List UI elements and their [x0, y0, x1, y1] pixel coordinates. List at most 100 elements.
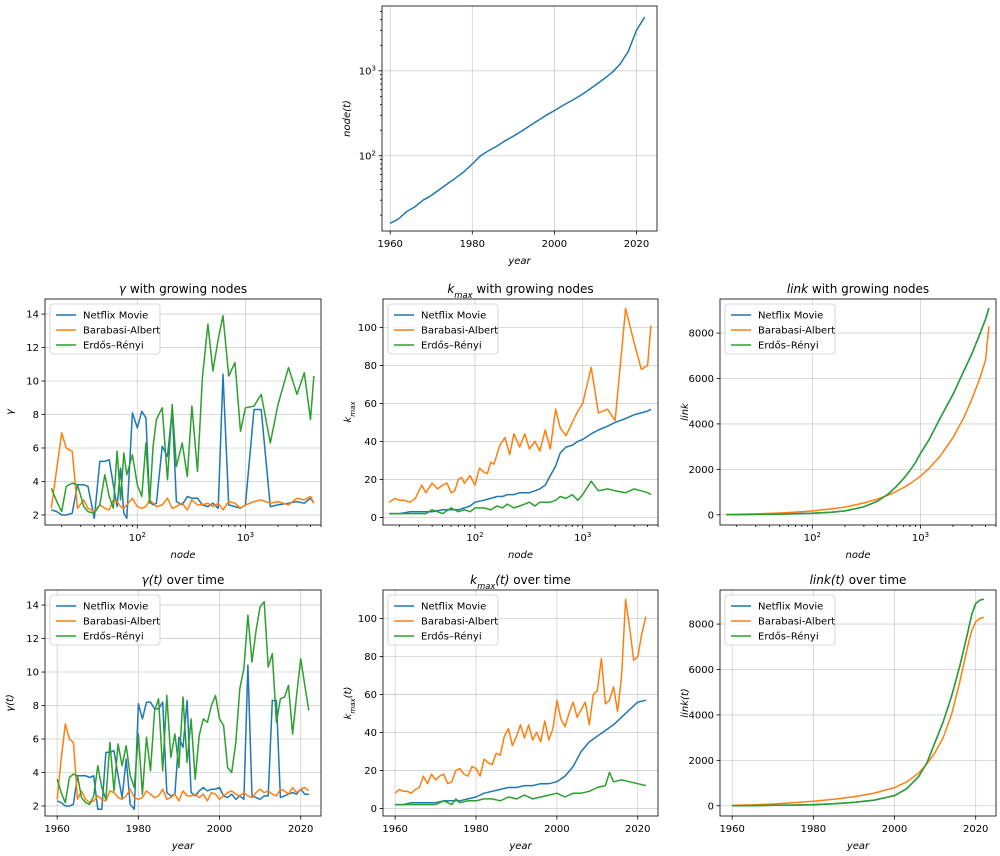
y-tick-label: 60 [364, 690, 377, 701]
y-tick-label: 12 [26, 634, 39, 645]
y-tick-label: 4000 [689, 419, 714, 430]
x-tick-base: 10 [912, 533, 925, 544]
chart-title: link(t) over time [810, 573, 907, 587]
legend: Netflix Movie Barabasi-Albert Erdős–Rényi [724, 594, 836, 646]
x-tick-label: 2020 [624, 239, 649, 250]
y-tick-label: 6000 [689, 374, 714, 385]
x-tick-label: 102 [129, 531, 146, 544]
y-tick-label: 100 [358, 614, 377, 625]
y-tick-label: 6 [33, 734, 39, 745]
y-tick-label: 2000 [689, 465, 714, 476]
x-tick-label: 1980 [463, 824, 488, 835]
legend-label: Barabasi-Albert [758, 617, 835, 628]
x-tick-label: 103 [912, 531, 929, 544]
y-tick-label: 103 [359, 64, 376, 77]
y-tick-label: 40 [364, 437, 377, 448]
series-line-erd-s-r-nyi [56, 600, 310, 806]
x-tick-label: 1960 [719, 824, 744, 835]
y-tick-exp: 2 [372, 149, 376, 157]
y-tick-label: 8000 [689, 620, 714, 631]
x-tick-label: 1980 [801, 824, 826, 835]
series-line-barabasi-albert [56, 723, 310, 804]
y-axis-label: link [680, 402, 691, 421]
series-line-netflix [389, 16, 646, 224]
legend-label: Erdős–Rényi [421, 340, 482, 352]
plot-frame [382, 298, 659, 526]
chart-kmax-t: 1960 1980 2000 2020 0 20 40 60 80 100 kmax(t) over… [343, 573, 659, 852]
y-tick-base: 10 [359, 151, 372, 162]
chart-title: link with growing nodes [787, 282, 929, 296]
x-tick-label: 2020 [625, 824, 650, 835]
series-line-netflix-movie [389, 408, 652, 515]
series-line-barabasi-albert [50, 432, 315, 513]
y-tick-label: 80 [364, 361, 377, 372]
x-axis-label: year [171, 841, 195, 852]
plot-frame [44, 298, 322, 526]
plot-frame [381, 5, 658, 232]
y-tick-base: 10 [359, 66, 372, 77]
series-line-barabasi-albert [732, 616, 984, 807]
x-tick-label: 2000 [542, 239, 567, 250]
x-tick-base: 10 [129, 533, 142, 544]
series-line-erd-s-r-nyi [50, 314, 315, 515]
legend: Netflix Movie Barabasi-Albert Erdős–Rényi [387, 303, 499, 355]
y-tick-label: 8 [33, 701, 39, 712]
y-tick-label: 0 [371, 804, 377, 815]
x-tick-label: 1960 [382, 824, 407, 835]
x-tick-base: 10 [237, 533, 250, 544]
x-axis-label: node [508, 550, 533, 561]
legend-label: Netflix Movie [758, 602, 823, 613]
legend-label: Netflix Movie [83, 602, 148, 613]
y-tick-label: 12 [26, 343, 39, 354]
legend-label: Barabasi-Albert [421, 617, 498, 628]
x-tick-label: 1960 [44, 824, 69, 835]
plot-frame [382, 589, 659, 817]
y-axis-label: γ [5, 408, 16, 415]
x-tick-label: 1960 [377, 239, 402, 250]
y-tick-label: 102 [359, 149, 376, 162]
legend-label: Erdős–Rényi [421, 631, 482, 643]
y-tick-label: 8000 [689, 329, 714, 340]
x-axis-label: year [846, 841, 870, 852]
chart-gamma-t: 1960 1980 2000 2020 2 4 6 8 10 12 14 γ(t) over time… [5, 573, 322, 852]
plot-frame [719, 589, 997, 817]
series-line-barabasi-albert [388, 307, 652, 503]
y-tick-label: 100 [358, 323, 377, 334]
series-line-netflix-movie [56, 664, 309, 811]
legend-box [387, 594, 499, 646]
x-tick-label: 102 [466, 531, 483, 544]
y-tick-label: 2 [33, 801, 39, 812]
y-tick-label: 2000 [689, 756, 714, 767]
x-tick-label: 102 [804, 531, 821, 544]
chart-title: γ(t) over time [142, 573, 225, 587]
chart-title: kmax with growing nodes [447, 282, 593, 300]
series-line-barabasi-albert [726, 326, 990, 516]
y-axis-label: kmax [343, 401, 357, 423]
x-axis-label: year [508, 841, 532, 852]
y-tick-label: 0 [371, 513, 377, 524]
y-tick-label: 10 [26, 668, 39, 679]
series-line-netflix-movie [395, 699, 647, 806]
y-tick-label: 20 [364, 766, 377, 777]
x-tick-label: 1980 [460, 239, 485, 250]
y-tick-exp: 3 [372, 64, 376, 72]
legend-label: Erdős–Rényi [83, 340, 144, 352]
y-axis-label: kmax(t) [343, 687, 357, 720]
legend-label: Barabasi-Albert [83, 326, 160, 337]
legend: Netflix Movie Barabasi-Albert Erdős–Rényi [724, 303, 836, 355]
x-tick-base: 10 [574, 533, 587, 544]
y-tick-label: 14 [26, 601, 39, 612]
series-line-erd-s-r-nyi [395, 771, 647, 806]
chart-title: γ with growing nodes [119, 282, 247, 296]
legend-label: Erdős–Rényi [758, 340, 819, 352]
x-tick-label: 2000 [544, 824, 569, 835]
y-tick-label: 4 [33, 768, 39, 779]
y-tick-label: 40 [364, 728, 377, 739]
legend-box [387, 303, 499, 355]
x-tick-label: 2000 [207, 824, 232, 835]
legend-box [724, 594, 836, 646]
legend-label: Netflix Movie [758, 311, 823, 322]
